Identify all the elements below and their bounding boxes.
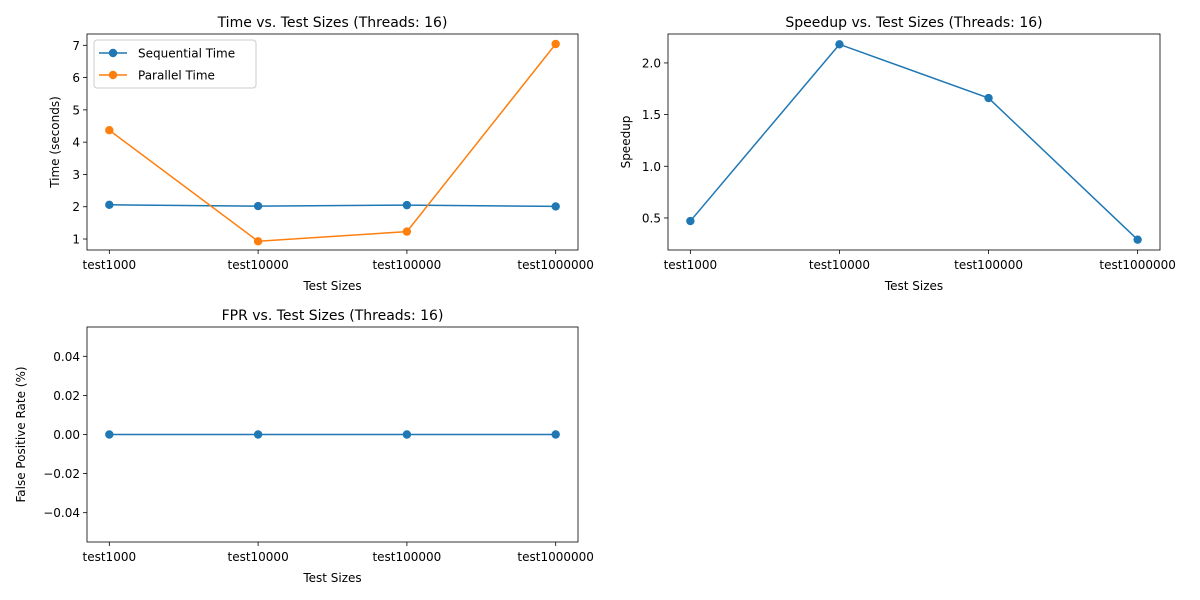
legend-label: Sequential Time (138, 47, 235, 61)
data-point (105, 200, 114, 209)
chart-1: Time vs. Test Sizes (Threads: 16) test100… (48, 15, 594, 293)
legend: Sequential Time Parallel Time (93, 39, 257, 89)
y-tick-label: 0.02 (53, 389, 80, 403)
y-tick-label: 3 (72, 168, 80, 182)
data-point (105, 126, 114, 135)
plot-frame (86, 326, 579, 543)
y-axis-label: Time (seconds) (48, 96, 62, 189)
data-point (253, 201, 263, 211)
x-tick-label: test1000000 (517, 258, 594, 272)
y-tick-label: 5 (72, 103, 80, 117)
data-point (1133, 235, 1142, 244)
data-point (835, 40, 844, 49)
y-tick-label: 6 (72, 71, 80, 85)
data-point (402, 227, 412, 236)
y-axis-label: False Positive Rate (%) (14, 366, 28, 502)
legend-label: Parallel Time (138, 69, 215, 83)
x-tick-label: test10000 (227, 258, 288, 272)
data-point (253, 430, 263, 439)
data-point (984, 93, 993, 103)
chart-title: FPR vs. Test Sizes (Threads: 16) (222, 308, 444, 324)
y-tick-label: 1.5 (642, 108, 661, 122)
x-axis-label: Test Sizes (302, 279, 361, 293)
y-tick-label: 0.04 (53, 350, 80, 364)
legend-marker (108, 48, 118, 58)
data-point (551, 430, 560, 439)
y-tick-label: 2.0 (642, 56, 661, 70)
series-line (689, 43, 1139, 241)
x-tick-label: test100000 (372, 258, 441, 272)
x-tick-label: test1000 (83, 550, 137, 564)
data-point (253, 237, 263, 246)
chart-2: Speedup vs. Test Sizes (Threads: 16) test… (619, 15, 1176, 293)
data-point (105, 430, 114, 439)
legend-marker (108, 70, 118, 80)
x-axis-label: Test Sizes (884, 279, 943, 293)
legend-box (93, 39, 257, 89)
x-tick-label: test1000 (664, 258, 718, 272)
plot-frame (667, 33, 1161, 251)
y-tick-label: 1 (72, 233, 80, 247)
data-point (686, 216, 695, 226)
x-tick-label: test10000 (809, 258, 870, 272)
data-point (551, 39, 560, 49)
plot-frame (86, 33, 579, 251)
y-tick-label: 4 (72, 136, 80, 150)
chart-3: FPR vs. Test Sizes (Threads: 16) test1000… (14, 308, 594, 585)
chart-title: Speedup vs. Test Sizes (Threads: 16) (785, 15, 1042, 31)
chart-title: Time vs. Test Sizes (Threads: 16) (217, 15, 448, 31)
data-point (402, 200, 412, 210)
y-tick-label: 1.0 (642, 160, 661, 174)
y-tick-label: 2 (72, 200, 80, 214)
x-tick-label: test10000 (227, 550, 288, 564)
y-tick-label: −0.02 (43, 467, 80, 481)
data-point (551, 202, 560, 211)
x-axis-label: Test Sizes (302, 571, 361, 585)
x-tick-label: test100000 (954, 258, 1023, 272)
x-tick-label: test1000000 (1099, 258, 1176, 272)
x-tick-label: test1000000 (517, 550, 594, 564)
y-tick-label: 7 (72, 39, 80, 53)
data-point (402, 430, 412, 439)
series-line (109, 204, 556, 208)
x-tick-label: test1000 (83, 258, 137, 272)
series-line (108, 43, 557, 243)
y-axis-label: Speedup (619, 116, 633, 169)
y-tick-label: −0.04 (43, 506, 80, 520)
y-tick-label: 0.00 (53, 428, 80, 442)
y-tick-label: 0.5 (642, 211, 661, 225)
x-tick-label: test100000 (372, 550, 441, 564)
